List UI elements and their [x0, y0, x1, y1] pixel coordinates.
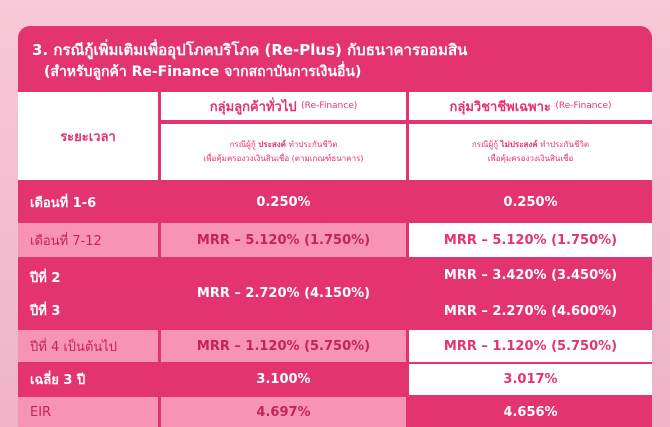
row4-group1-value: MRR – 1.120% (5.750%) [161, 330, 406, 362]
group1-note-pre: กรณีผู้กู้ [229, 140, 256, 149]
title-line-2: (สำหรับลูกค้า Re-Finance จากสถาบันการเงิ… [44, 64, 362, 80]
group2-note-post: ทำประกันชีวิต [540, 140, 590, 149]
group1-note-line2-tag: (ตามเกณฑ์ธนาคาร) [291, 154, 364, 163]
group2-note-line2: เพื่อคุ้มครองวงเงินสินเชื่อ [487, 154, 574, 163]
header-group2-note: กรณีผู้กู้ ไม่ประสงค์ ทำประกันชีวิต เพื่… [409, 124, 652, 180]
header-group1-note: กรณีผู้กู้ ประสงค์ ทำประกันชีวิต เพื่อคุ… [161, 124, 406, 180]
row5-group2-value: 3.017% [409, 364, 652, 395]
group2-note-line1: กรณีผู้กู้ ไม่ประสงค์ ทำประกันชีวิต [472, 138, 589, 152]
row6-label: EIR [18, 397, 158, 427]
group1-title-tag: (Re-Finance) [301, 101, 358, 111]
group1-title-text: กลุ่มลูกค้าทั่วไป [209, 99, 297, 115]
group1-note-line1: กรณีผู้กู้ ประสงค์ ทำประกันชีวิต [230, 138, 338, 152]
group2-title-text: กลุ่มวิชาชีพเฉพาะ [449, 99, 551, 115]
group1-note-line2: เพื่อคุ้มครองวงเงินสินเชื่อ (ตามเกณฑ์ธนา… [204, 152, 364, 166]
row4-group2-value: MRR – 1.120% (5.750%) [409, 330, 652, 362]
row5-label: เฉลี่ย 3 ปี [18, 364, 158, 395]
group1-note-key: ประสงค์ [258, 140, 287, 149]
title-line-1: 3. กรณีกู้เพิ่มเติมเพื่ออุปโภคบริโภค (Re… [32, 41, 468, 59]
row3-group2-value-year2: MRR – 3.420% (3.450%) [409, 259, 652, 292]
row3-labels: ปีที่ 2 ปีที่ 3 [18, 259, 158, 328]
group2-note-pre: กรณีผู้กู้ [471, 140, 498, 149]
row6-group1-value: 4.697% [161, 397, 406, 427]
row2-label: เดือนที่ 7-12 [18, 223, 158, 257]
header-period: ระยะเวลา [18, 92, 158, 180]
group1-note-post: ทำประกันชีวิต [288, 140, 338, 149]
row3-group2-value-year3: MRR – 2.270% (4.600%) [409, 294, 652, 328]
row4-label: ปีที่ 4 เป็นต้นไป [18, 330, 158, 362]
table-title: 3. กรณีกู้เพิ่มเติมเพื่ออุปโภคบริโภค (Re… [18, 26, 652, 88]
row1-group1-value: 0.250% [161, 184, 406, 221]
row1-group2-value: 0.250% [409, 184, 652, 221]
row1-label: เดือนที่ 1-6 [18, 184, 158, 221]
rate-table-card: 3. กรณีกู้เพิ่มเติมเพื่ออุปโภคบริโภค (Re… [18, 26, 652, 427]
group1-note-line2-text: เพื่อคุ้มครองวงเงินสินเชื่อ [203, 154, 290, 163]
row5-group1-value: 3.100% [161, 364, 406, 395]
group2-note-key: ไม่ประสงค์ [500, 140, 538, 149]
row3-label-year2: ปีที่ 2 [30, 270, 61, 286]
row3-group1-value: MRR – 2.720% (4.150%) [161, 259, 406, 328]
row6-group2-value: 4.656% [409, 397, 652, 427]
header-group2-title: กลุ่มวิชาชีพเฉพาะ (Re-Finance) [409, 92, 652, 122]
group2-title-tag: (Re-Finance) [555, 101, 612, 111]
header-group1-title: กลุ่มลูกค้าทั่วไป (Re-Finance) [161, 92, 406, 122]
row2-group2-value: MRR – 5.120% (1.750%) [409, 223, 652, 257]
row3-label-year3: ปีที่ 3 [30, 303, 61, 319]
row2-group1-value: MRR – 5.120% (1.750%) [161, 223, 406, 257]
